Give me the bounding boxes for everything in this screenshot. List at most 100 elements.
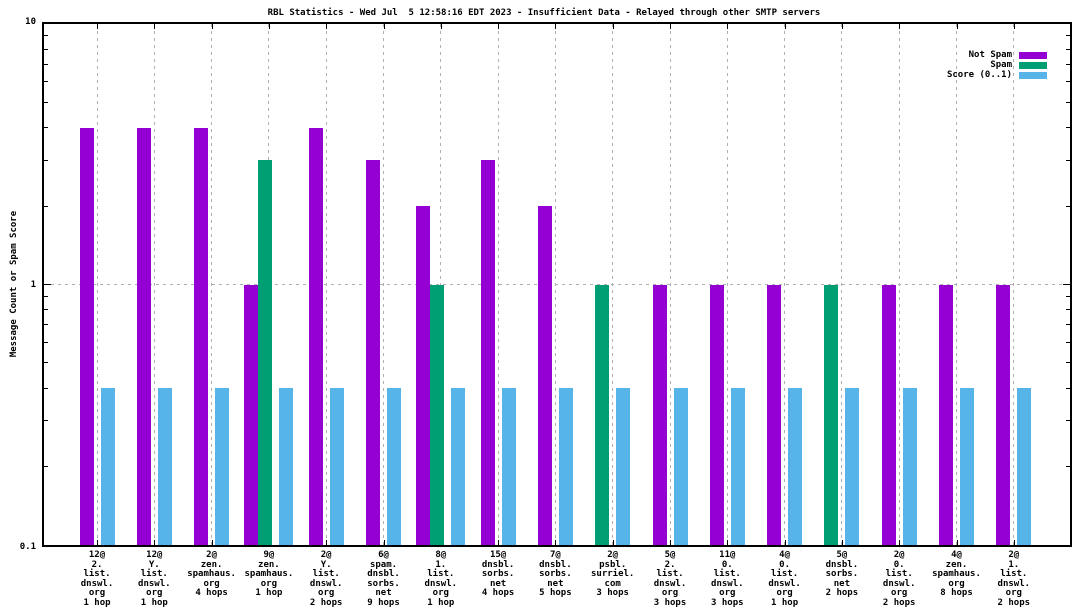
x-category-label: 6@ spam. dnsbl. sorbs. net 9 hops: [367, 550, 400, 608]
x-tick: [383, 540, 385, 545]
y-minor-tick: [1066, 101, 1070, 103]
y-minor-tick: [44, 362, 48, 364]
y-minor-tick: [1066, 35, 1070, 37]
bar-not-spam: [881, 284, 896, 545]
bar-score: [279, 388, 294, 545]
legend-row-spam: Spam: [990, 61, 1047, 70]
y-tick-label-1: 1: [30, 280, 36, 290]
bar-spam: [595, 284, 610, 545]
x-tick: [841, 540, 843, 545]
y-minor-tick: [44, 35, 48, 37]
bar-score: [1017, 388, 1032, 545]
bar-score: [100, 388, 115, 545]
x-tick: [555, 24, 557, 29]
y-minor-tick: [44, 81, 48, 83]
bar-spam: [430, 284, 445, 545]
x-tick: [784, 24, 786, 29]
bar-not-spam: [136, 127, 151, 545]
bar-score: [788, 388, 803, 545]
x-tick: [727, 24, 729, 29]
y-minor-tick: [44, 324, 48, 326]
x-tick: [498, 24, 500, 29]
x-category-label: 2@ 0. list. dnswl. org 2 hops: [882, 550, 916, 608]
legend-row-score: Score (0..1): [947, 71, 1047, 80]
x-tick: [899, 540, 901, 545]
bar-not-spam: [652, 284, 667, 545]
x-category-label: 2@ psbl. surriel. com 3 hops: [591, 550, 635, 598]
legend-label-score: Score (0..1): [946, 70, 1012, 80]
y-minor-tick: [44, 48, 48, 50]
y-minor-tick: [1066, 81, 1070, 83]
bar-spam: [824, 284, 839, 545]
x-category-label: 4@ 0. list. dnswl. org 1 hop: [768, 550, 801, 608]
y-minor-tick: [1066, 341, 1070, 343]
y-minor-tick: [1066, 466, 1070, 468]
y-minor-tick: [1066, 127, 1070, 129]
plot-area: Not Spam Spam Score (0..1): [42, 22, 1072, 547]
x-tick: [211, 540, 213, 545]
x-tick: [498, 540, 500, 545]
bar-not-spam: [244, 284, 259, 545]
bar-score: [960, 388, 974, 545]
x-tick: [956, 540, 958, 545]
x-category-label: 4@ zen. spamhaus. org 8 hops: [932, 550, 981, 598]
y-tick-label-0-1: 0.1: [19, 542, 36, 552]
legend: Not Spam Spam Score (0..1): [947, 51, 1047, 80]
bar-score: [329, 388, 344, 545]
x-category-label: 2@ Y. list. dnswl. org 2 hops: [309, 550, 343, 608]
x-tick: [670, 540, 671, 545]
x-category-label: 8@ 1. list. dnswl. org 1 hop: [424, 550, 458, 608]
y-major-tick: [1063, 284, 1070, 285]
y-minor-tick: [44, 309, 48, 311]
x-tick: [612, 540, 614, 545]
x-category-label: 11@ 0. list. dnswl. org 3 hops: [711, 550, 744, 608]
bar-not-spam: [308, 127, 323, 545]
legend-row-not-spam: Not Spam: [969, 51, 1047, 60]
y-minor-tick: [1066, 362, 1070, 364]
x-tick: [899, 24, 901, 29]
y-minor-tick: [1066, 324, 1070, 326]
x-tick: [670, 24, 671, 29]
x-tick: [841, 24, 843, 29]
x-tick: [326, 24, 328, 29]
bar-not-spam: [939, 284, 953, 545]
y-minor-tick: [44, 387, 48, 389]
x-category-label: 2@ zen. spamhaus. org 4 hops: [187, 550, 236, 598]
bar-score: [387, 388, 401, 545]
y-minor-tick: [1066, 63, 1070, 65]
bar-spam: [258, 160, 273, 545]
y-minor-tick: [1066, 48, 1070, 50]
y-minor-tick: [44, 63, 48, 65]
y-tick-label-10: 10: [25, 17, 36, 27]
x-category-label: 12@ 2. list. dnswl. org 1 hop: [80, 550, 114, 608]
y-minor-tick: [44, 466, 48, 468]
bar-score: [215, 388, 230, 545]
y-minor-tick: [44, 101, 48, 103]
y-minor-tick: [1066, 309, 1070, 311]
x-category-label: 5@ 2. list. dnswl. org 3 hops: [653, 550, 687, 608]
plot-area-inner: [44, 24, 1070, 545]
x-tick: [1013, 24, 1015, 29]
bar-not-spam: [480, 160, 495, 545]
y-minor-tick: [1066, 387, 1070, 389]
bar-not-spam: [194, 127, 209, 545]
legend-label-spam: Spam: [990, 60, 1012, 70]
bar-score: [451, 388, 466, 545]
x-category-label: 7@ dnsbl. sorbs. net 5 hops: [539, 550, 572, 598]
y-minor-tick: [44, 159, 48, 161]
y-minor-tick: [1066, 295, 1070, 297]
x-tick: [97, 540, 98, 545]
bar-not-spam: [366, 160, 380, 545]
y-major-tick: [44, 284, 51, 285]
bar-score: [730, 388, 745, 545]
bar-not-spam: [537, 206, 552, 545]
x-tick: [383, 24, 385, 29]
x-tick: [956, 24, 958, 29]
bar-not-spam: [79, 127, 94, 545]
x-category-label: 12@ Y. list. dnswl. org 1 hop: [138, 550, 171, 608]
y-minor-tick: [44, 420, 48, 422]
legend-swatch-score: [1019, 72, 1047, 79]
bar-score: [673, 388, 688, 545]
bar-not-spam: [416, 206, 431, 545]
bar-score: [501, 388, 516, 545]
